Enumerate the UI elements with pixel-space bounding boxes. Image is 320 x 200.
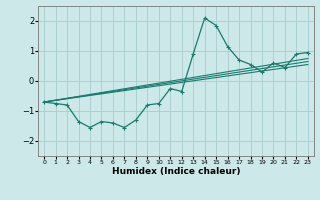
X-axis label: Humidex (Indice chaleur): Humidex (Indice chaleur): [112, 167, 240, 176]
